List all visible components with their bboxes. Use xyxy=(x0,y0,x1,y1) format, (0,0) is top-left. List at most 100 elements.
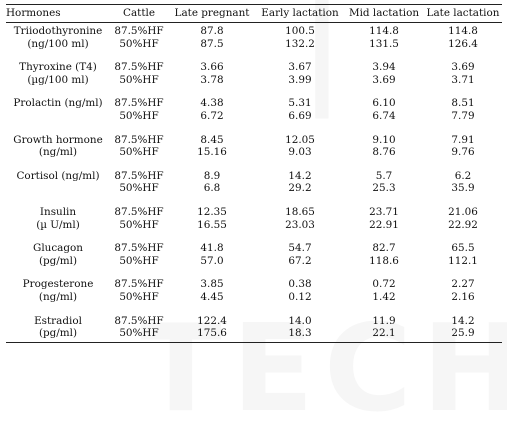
late-lactation-value: 14.2 xyxy=(451,314,475,327)
late-lactation-value: 7.79 xyxy=(451,109,475,122)
cattle-cell: 50%HF xyxy=(119,37,159,50)
cattle-cell: 87.5%HF xyxy=(114,25,164,37)
late-lactation-value: 114.8 xyxy=(448,25,478,37)
cattle-cell: 87.5%HF xyxy=(114,314,164,327)
late-lactation-value: 126.4 xyxy=(448,37,478,50)
mid-lactation-value: 22.91 xyxy=(369,218,399,231)
late-pregnant-value: 3.85 xyxy=(200,278,224,291)
cattle-cell: 50%HF xyxy=(110,327,168,343)
cattle-cell: 87.5%HF xyxy=(114,205,164,218)
table-row: (µg/100 ml) 50%HF 3.78 3.99 3.69 3.71 xyxy=(6,74,502,87)
table-row: (pg/ml) 50%HF 175.6 18.3 22.1 25.9 xyxy=(6,327,502,343)
hormone-name-cell: Thyroxine (T4) xyxy=(19,61,97,74)
late-lactation-value: 6.2 xyxy=(454,169,472,182)
late-pregnant-value: 122.4 xyxy=(197,314,227,327)
late-lactation-value: 9.76 xyxy=(451,146,475,159)
late-lactation-value: 21.06 xyxy=(448,205,478,218)
late-pregnant-value: 3.66 xyxy=(200,61,224,74)
early-lactation-value: 132.2 xyxy=(285,37,315,50)
hormone-name-cell: (µg/100 ml) xyxy=(27,73,89,86)
hormone-name-cell: Glucagon xyxy=(33,242,83,255)
late-pregnant-value: 87.5 xyxy=(200,37,224,50)
spacer-cell xyxy=(6,195,502,206)
table-row: Glucagon 87.5%HF 41.8 54.7 82.7 65.5 xyxy=(6,242,502,255)
mid-lactation-value: 118.6 xyxy=(369,254,399,267)
late-lactation-value: 7.91 xyxy=(451,133,475,146)
mid-lactation-value: 9.10 xyxy=(372,133,396,146)
mid-lactation-value: 3.94 xyxy=(372,61,396,74)
early-lactation-value: 14.2 xyxy=(288,169,312,182)
early-lactation-value: 5.31 xyxy=(288,97,312,110)
early-lactation-value: 3.99 xyxy=(288,73,312,86)
spacer-cell xyxy=(6,86,502,97)
spacer-cell xyxy=(6,267,502,278)
hormone-table-container: Hormones Cattle Late pregnant Early lact… xyxy=(6,4,502,343)
table-row: (ng/ml) 50%HF 15.16 9.03 8.76 9.76 xyxy=(6,146,502,159)
early-lactation-value: 100.5 xyxy=(285,25,315,37)
early-lactation-value: 6.69 xyxy=(288,109,312,122)
late-pregnant-value: 15.16 xyxy=(197,146,227,159)
cattle-cell: 50%HF xyxy=(119,73,159,86)
early-lactation-value: 0.12 xyxy=(288,290,312,303)
late-lactation-value: 8.51 xyxy=(451,97,475,110)
mid-lactation-value: 114.8 xyxy=(369,25,399,37)
late-lactation-value: 22.92 xyxy=(448,218,478,231)
header-mid-lactation: Mid lactation xyxy=(344,4,424,23)
group-spacer xyxy=(6,267,502,278)
hormone-table: Hormones Cattle Late pregnant Early lact… xyxy=(6,4,502,343)
hormone-name-cell: (ng/ml) xyxy=(38,146,78,159)
mid-lactation-value: 5.7 xyxy=(375,169,393,182)
group-spacer xyxy=(6,231,502,242)
mid-lactation-value: 6.74 xyxy=(372,109,396,122)
hormone-name-cell: Progesterone xyxy=(22,278,94,291)
late-pregnant-value: 41.8 xyxy=(200,242,224,255)
cattle-cell: 87.5%HF xyxy=(114,242,164,255)
group-spacer xyxy=(6,123,502,134)
spacer-cell xyxy=(6,159,502,170)
mid-lactation-value: 131.5 xyxy=(369,37,399,50)
cattle-cell: 50%HF xyxy=(119,218,159,231)
early-lactation-value: 18.3 xyxy=(256,327,344,343)
late-lactation-value: 2.27 xyxy=(451,278,475,291)
header-cattle: Cattle xyxy=(110,4,168,23)
early-lactation-value: 54.7 xyxy=(288,242,312,255)
hormone-name-cell xyxy=(6,110,110,123)
cattle-cell: 87.5%HF xyxy=(114,97,164,110)
late-pregnant-value: 12.35 xyxy=(197,205,227,218)
spacer-cell xyxy=(6,304,502,315)
mid-lactation-value: 22.1 xyxy=(344,327,424,343)
group-spacer xyxy=(6,86,502,97)
header-late-pregnant: Late pregnant xyxy=(168,4,256,23)
mid-lactation-value: 3.69 xyxy=(372,73,396,86)
mid-lactation-value: 11.9 xyxy=(372,314,396,327)
early-lactation-value: 18.65 xyxy=(285,205,315,218)
table-row: 50%HF 6.72 6.69 6.74 7.79 xyxy=(6,110,502,123)
late-lactation-value: 112.1 xyxy=(448,254,478,267)
hormone-name-cell: Prolactin (ng/ml) xyxy=(13,97,103,110)
late-pregnant-value: 87.8 xyxy=(200,25,224,37)
late-pregnant-value: 3.78 xyxy=(200,73,224,86)
late-pregnant-value: 6.8 xyxy=(203,182,221,195)
cattle-cell: 87.5%HF xyxy=(114,278,164,291)
spacer-cell xyxy=(6,123,502,134)
table-row: 50%HF 6.8 29.2 25.3 35.9 xyxy=(6,182,502,195)
late-lactation-value: 2.16 xyxy=(451,290,475,303)
hormone-name-cell: (ng/100 ml) xyxy=(27,37,89,50)
hormone-name-cell: Estradiol xyxy=(34,314,82,327)
header-hormones: Hormones xyxy=(6,4,110,23)
spacer-cell xyxy=(6,50,502,61)
early-lactation-value: 0.38 xyxy=(288,278,312,291)
cattle-cell: 50%HF xyxy=(119,290,159,303)
late-pregnant-value: 8.9 xyxy=(203,169,221,182)
spacer-cell xyxy=(6,231,502,242)
late-lactation-value: 65.5 xyxy=(451,242,475,255)
early-lactation-value: 12.05 xyxy=(285,133,315,146)
table-header-row: Hormones Cattle Late pregnant Early lact… xyxy=(6,4,502,23)
early-lactation-value: 3.67 xyxy=(288,61,312,74)
group-spacer xyxy=(6,304,502,315)
cattle-cell: 50%HF xyxy=(119,109,159,122)
late-pregnant-value: 4.45 xyxy=(200,290,224,303)
hormone-name-cell xyxy=(6,182,110,195)
late-lactation-value: 3.71 xyxy=(451,73,475,86)
table-row: (ng/100 ml) 50%HF 87.5 132.2 131.5 126.4 xyxy=(6,38,502,51)
